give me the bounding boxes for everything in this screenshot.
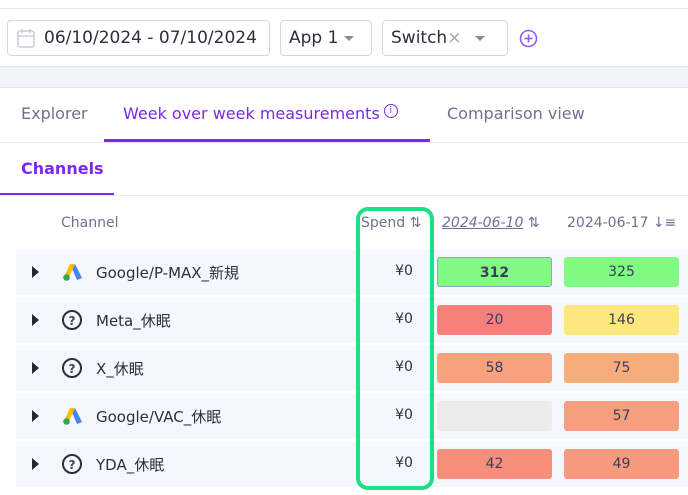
week-cell-2024-06-10[interactable]: 312	[437, 257, 552, 287]
spend-value: ¥0	[395, 311, 413, 327]
toolbar-band	[0, 66, 688, 88]
expand-row-icon[interactable]	[32, 410, 39, 422]
subtabs-divider	[0, 195, 688, 196]
active-tab-underline	[104, 139, 430, 142]
switch-select-value: Switch	[391, 28, 448, 48]
sort-desc-icon[interactable]: ↓≡	[652, 215, 677, 231]
header-week-2024-06-10[interactable]: 2024-06-10 ⇅	[442, 215, 540, 231]
expand-row-icon[interactable]	[32, 266, 39, 278]
question-icon: ?	[62, 454, 82, 474]
subtab-channels[interactable]: Channels	[21, 159, 104, 178]
header-channel: Channel	[61, 215, 119, 231]
table-row[interactable]: ? Meta_休眠 ¥0 20 146	[16, 298, 688, 343]
week-cell-2024-06-10[interactable]: 20	[437, 305, 552, 335]
google-ads-icon	[63, 408, 82, 425]
expand-row-icon[interactable]	[32, 458, 39, 470]
tab-explorer[interactable]: Explorer	[21, 104, 88, 123]
question-icon: ?	[62, 310, 82, 330]
chevron-down-icon	[475, 35, 486, 41]
tab-label: Week over week measurements	[123, 104, 380, 123]
week-cell-2024-06-10[interactable]: 58	[437, 353, 552, 383]
app-select[interactable]: App 1	[280, 20, 372, 56]
channel-name: Google/P-MAX_新規	[96, 264, 240, 282]
tabs-divider	[0, 142, 688, 143]
google-ads-icon	[63, 264, 82, 281]
date-range-value: 06/10/2024 - 07/10/2024	[44, 28, 257, 48]
add-filter-icon[interactable]	[519, 29, 538, 48]
channel-name: YDA_休眠	[96, 456, 165, 474]
week-cell-2024-06-10[interactable]: 42	[437, 449, 552, 479]
spend-value: ¥0	[395, 455, 413, 471]
week-cell-2024-06-10[interactable]	[437, 401, 552, 431]
question-icon: ?	[62, 358, 82, 378]
tab-week-over-week[interactable]: Week over week measurements i	[123, 104, 398, 123]
week-cell-2024-06-17[interactable]: 75	[564, 353, 679, 383]
header-spend[interactable]: Spend ⇅	[361, 215, 422, 231]
active-subtab-underline	[0, 193, 114, 196]
table-row[interactable]: Google/P-MAX_新規 ¥0 312 325	[16, 250, 688, 295]
week-cell-2024-06-17[interactable]: 325	[564, 257, 679, 287]
clear-icon[interactable]: ×	[447, 28, 462, 48]
sort-icon[interactable]: ⇅	[527, 215, 540, 231]
expand-row-icon[interactable]	[32, 362, 39, 374]
chevron-down-icon	[344, 35, 355, 41]
channel-name: Meta_休眠	[96, 312, 171, 330]
spend-value: ¥0	[395, 263, 413, 279]
table-row[interactable]: ? X_休眠 ¥0 58 75	[16, 346, 688, 391]
expand-row-icon[interactable]	[32, 314, 39, 326]
header-label: 2024-06-17	[567, 215, 649, 231]
channel-name: X_休眠	[96, 360, 144, 378]
spend-column-highlight	[356, 207, 434, 490]
info-icon[interactable]: i	[383, 104, 398, 118]
switch-select[interactable]: Switch ×	[382, 20, 508, 56]
calendar-icon	[17, 29, 35, 48]
top-divider	[0, 8, 688, 9]
date-range-picker[interactable]: 06/10/2024 - 07/10/2024	[7, 20, 270, 56]
spend-value: ¥0	[395, 359, 413, 375]
header-week-2024-06-17[interactable]: 2024-06-17 ↓≡	[567, 215, 676, 231]
header-label: 2024-06-10	[442, 215, 524, 231]
app-select-value: App 1	[289, 28, 339, 48]
channel-name: Google/VAC_休眠	[96, 408, 222, 426]
week-cell-2024-06-17[interactable]: 146	[564, 305, 679, 335]
spend-value: ¥0	[395, 407, 413, 423]
week-cell-2024-06-17[interactable]: 57	[564, 401, 679, 431]
table-row[interactable]: Google/VAC_休眠 ¥0 57	[16, 394, 688, 439]
tab-comparison-view[interactable]: Comparison view	[447, 104, 585, 123]
table-row[interactable]: ? YDA_休眠 ¥0 42 49	[16, 442, 688, 487]
week-cell-2024-06-17[interactable]: 49	[564, 449, 679, 479]
